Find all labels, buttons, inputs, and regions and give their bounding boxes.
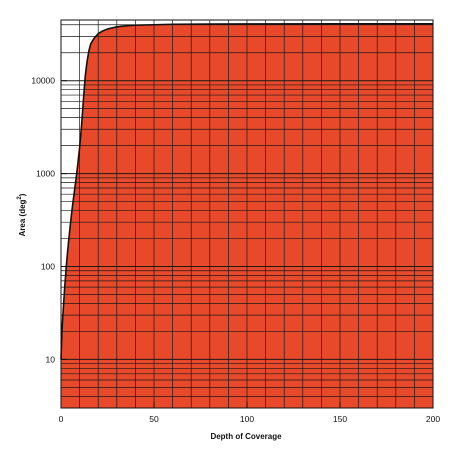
y-axis-title: Area (deg2) [17,193,27,236]
x-axis-title: Depth of Coverage [210,432,282,441]
x-tick-labels: 0 50 100 150 200 [59,414,441,424]
x-tick-label: 150 [333,414,347,424]
y-axis-title-close: ) [18,193,27,196]
tick-marks [60,80,434,408]
y-tick-label: 10000 [31,76,55,86]
y-tick-label: 10 [46,354,56,364]
y-tick-label: 100 [41,262,55,272]
y-tick-labels: 10 100 1000 10000 [31,76,55,365]
y-tick-label: 1000 [36,169,55,179]
y-axis-title-superscript: 2 [17,196,23,200]
x-tick-label: 200 [426,414,440,424]
coverage-curve [60,22,433,360]
x-tick-label: 50 [149,414,159,424]
x-tick-label: 100 [240,414,254,424]
grid-lines [61,20,433,408]
series-line-layer [60,22,433,360]
y-axis-title-text: Area (deg [18,199,27,236]
x-tick-label: 0 [59,414,64,424]
